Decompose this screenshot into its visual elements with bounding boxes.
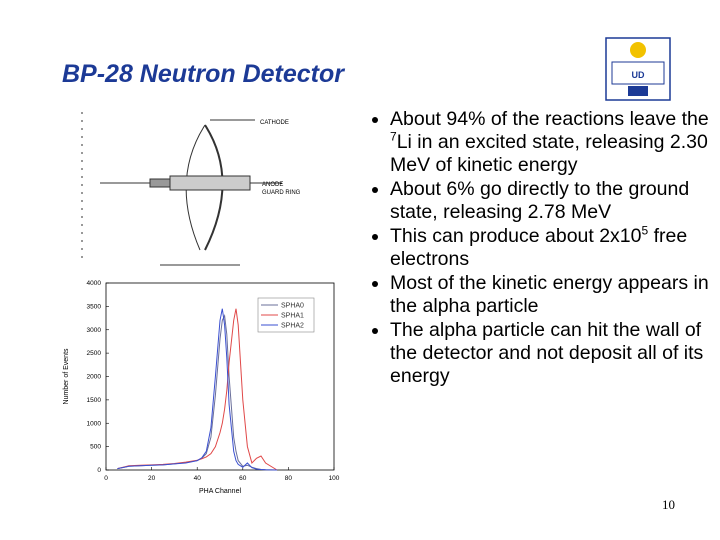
bullet-text: free electrons	[390, 225, 688, 270]
x-tick-label: 0	[104, 475, 108, 482]
bullet: The alpha particle can hit the wall of t…	[390, 319, 720, 388]
x-tick-label: 40	[194, 475, 202, 482]
superscript: 5	[641, 223, 649, 238]
bullet-text: The alpha particle can hit the wall of t…	[390, 319, 704, 387]
bullet: About 94% of the reactions leave the 7Li…	[390, 108, 720, 177]
series-line	[117, 308, 278, 471]
bullet-list: About 94% of the reactions leave the 7Li…	[362, 108, 720, 389]
series-line	[117, 313, 278, 471]
diagram-label: ANODE	[262, 182, 283, 188]
legend-label: SPHA1	[281, 313, 304, 320]
bullet-text: Li in an excited state, releasing 2.30 M…	[390, 131, 708, 176]
bullet-text: This can produce about 2x10	[390, 225, 642, 247]
y-tick-label: 0	[97, 467, 101, 474]
y-tick-label: 1500	[87, 397, 102, 404]
y-tick-label: 2000	[87, 374, 102, 381]
y-tick-label: 2500	[87, 350, 102, 357]
y-tick-label: 500	[90, 444, 101, 451]
y-tick-label: 3500	[87, 303, 102, 310]
logo: UD	[605, 37, 671, 101]
bullet: About 6% go directly to the ground state…	[390, 178, 720, 224]
bullet-text: About 6% go directly to the ground state…	[390, 178, 690, 223]
detector-diagram	[81, 112, 282, 266]
x-tick-label: 20	[148, 475, 156, 482]
x-axis-label: PHA Channel	[199, 488, 241, 495]
diagram-label: CATHODE	[260, 120, 289, 126]
x-tick-label: 100	[329, 475, 340, 482]
x-tick-label: 60	[239, 475, 247, 482]
diagram-label: GUARD RING	[262, 190, 301, 196]
bullet: Most of the kinetic energy appears in th…	[390, 272, 720, 318]
svg-text:UD: UD	[632, 70, 645, 80]
bullet-text: About 94% of the reactions leave the	[390, 108, 709, 130]
x-tick-label: 80	[285, 475, 293, 482]
y-tick-label: 3000	[87, 327, 102, 334]
y-tick-label: 1000	[87, 420, 102, 427]
y-axis-label: Number of Events	[63, 348, 70, 405]
superscript: 7	[390, 129, 397, 144]
y-tick-label: 4000	[87, 280, 102, 287]
bullet-text: Most of the kinetic energy appears in th…	[390, 272, 709, 317]
legend-label: SPHA0	[281, 303, 304, 310]
series-line	[117, 308, 278, 471]
legend-label: SPHA2	[281, 323, 304, 330]
page-number: 10	[662, 497, 675, 512]
slide-title: BP-28 Neutron Detector	[62, 60, 344, 88]
bullet: This can produce about 2x105 free electr…	[390, 225, 720, 271]
